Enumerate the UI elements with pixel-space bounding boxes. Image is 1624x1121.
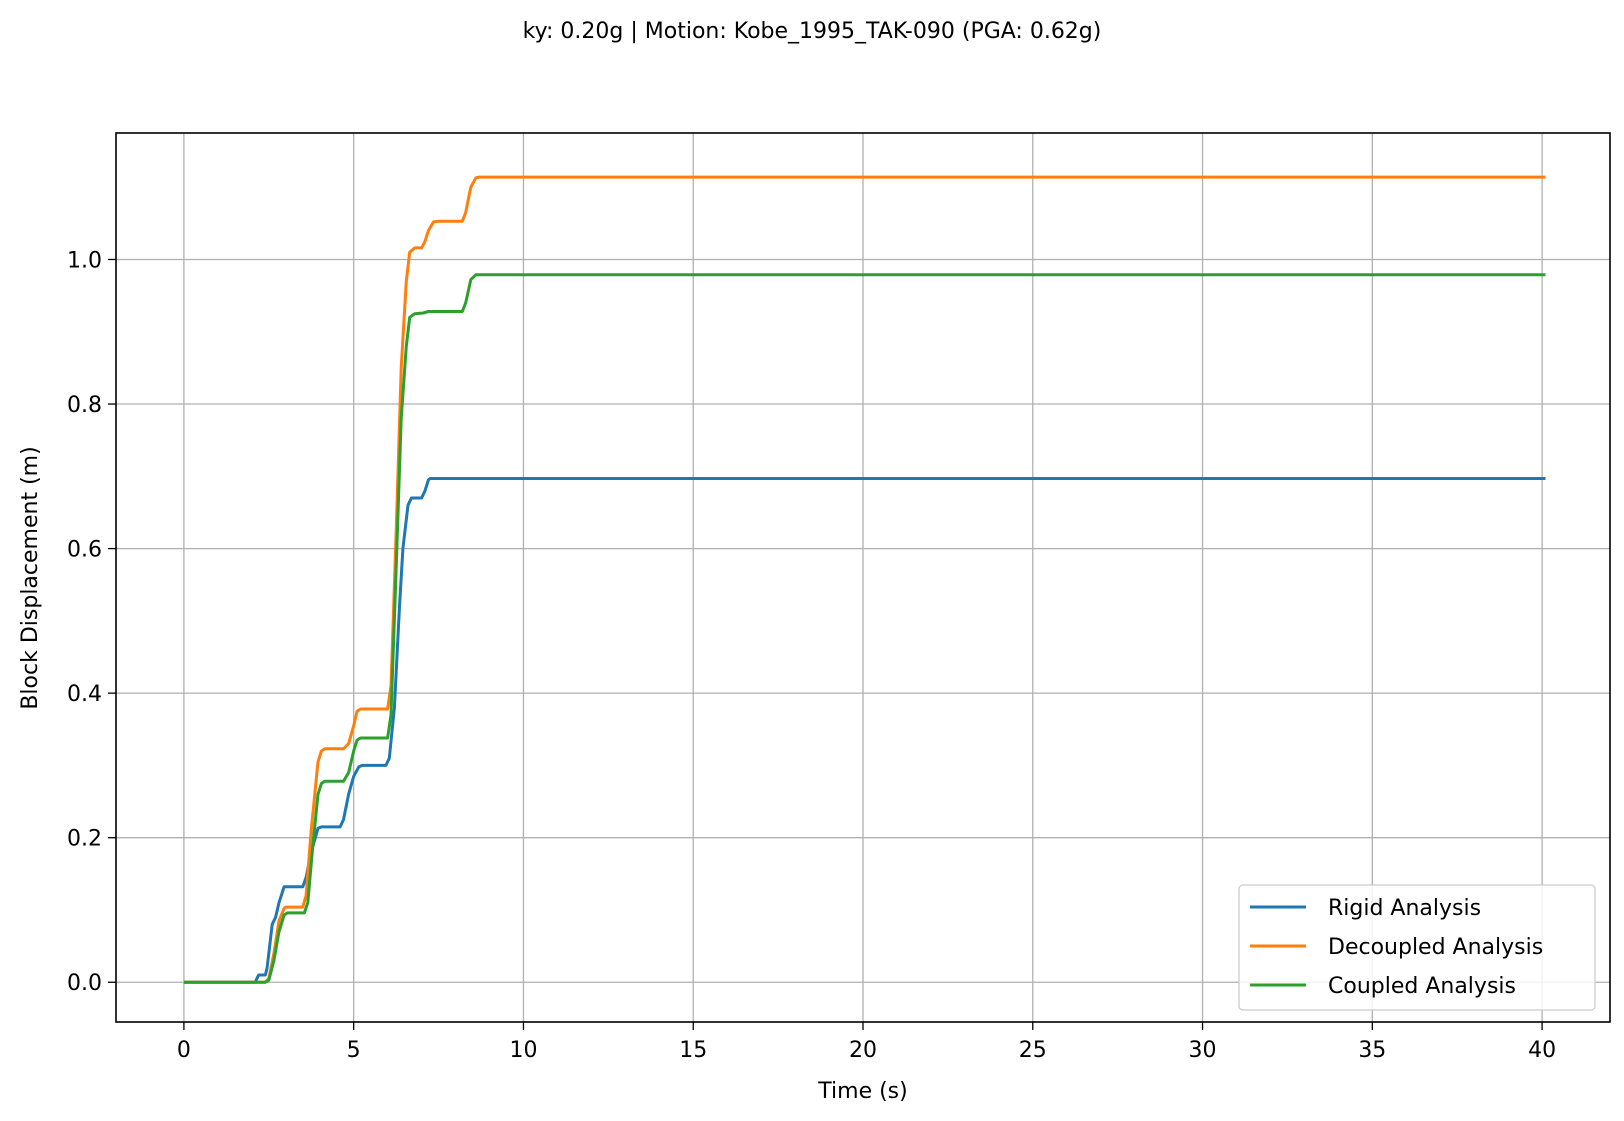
x-tick-label: 10 bbox=[509, 1038, 537, 1063]
x-tick-label: 5 bbox=[347, 1038, 361, 1063]
x-tick-label: 0 bbox=[177, 1038, 191, 1063]
x-tick-label: 30 bbox=[1189, 1038, 1217, 1063]
x-tick-label: 15 bbox=[679, 1038, 707, 1063]
y-axis-label: Block Displacement (m) bbox=[18, 446, 43, 709]
y-tick-label: 0.6 bbox=[67, 538, 102, 563]
x-axis-label: Time (s) bbox=[817, 1079, 907, 1104]
series-line-decoupled-analysis bbox=[183, 175, 1546, 984]
series-line-rigid-analysis bbox=[183, 477, 1546, 984]
y-tick-label: 0.0 bbox=[67, 971, 102, 996]
x-tick-label: 20 bbox=[849, 1038, 877, 1063]
chart-title: ky: 0.20g | Motion: Kobe_1995_TAK-090 (P… bbox=[523, 19, 1102, 44]
x-tick-label: 35 bbox=[1358, 1038, 1386, 1063]
legend-label-decoupled-analysis: Decoupled Analysis bbox=[1328, 935, 1543, 960]
x-tick-label: 25 bbox=[1019, 1038, 1047, 1063]
y-tick-label: 0.4 bbox=[67, 682, 102, 707]
legend-box bbox=[1238, 884, 1596, 1011]
series-line-coupled-analysis bbox=[183, 273, 1546, 984]
series-lines bbox=[183, 175, 1546, 984]
legend: Rigid Analysis Decoupled Analysis Coupled … bbox=[1238, 884, 1596, 1011]
legend-label-rigid-analysis: Rigid Analysis bbox=[1328, 896, 1481, 921]
legend-label-coupled-analysis: Coupled Analysis bbox=[1328, 974, 1516, 999]
y-axis-ticks: 0.0 0.2 0.4 0.6 0.8 1.0 bbox=[67, 248, 116, 996]
y-tick-label: 0.8 bbox=[67, 393, 102, 418]
y-tick-label: 0.2 bbox=[67, 827, 102, 852]
x-axis-ticks: 0 5 10 15 20 25 30 35 40 bbox=[177, 1022, 1556, 1063]
y-tick-label: 1.0 bbox=[67, 248, 102, 273]
x-tick-label: 40 bbox=[1528, 1038, 1556, 1063]
